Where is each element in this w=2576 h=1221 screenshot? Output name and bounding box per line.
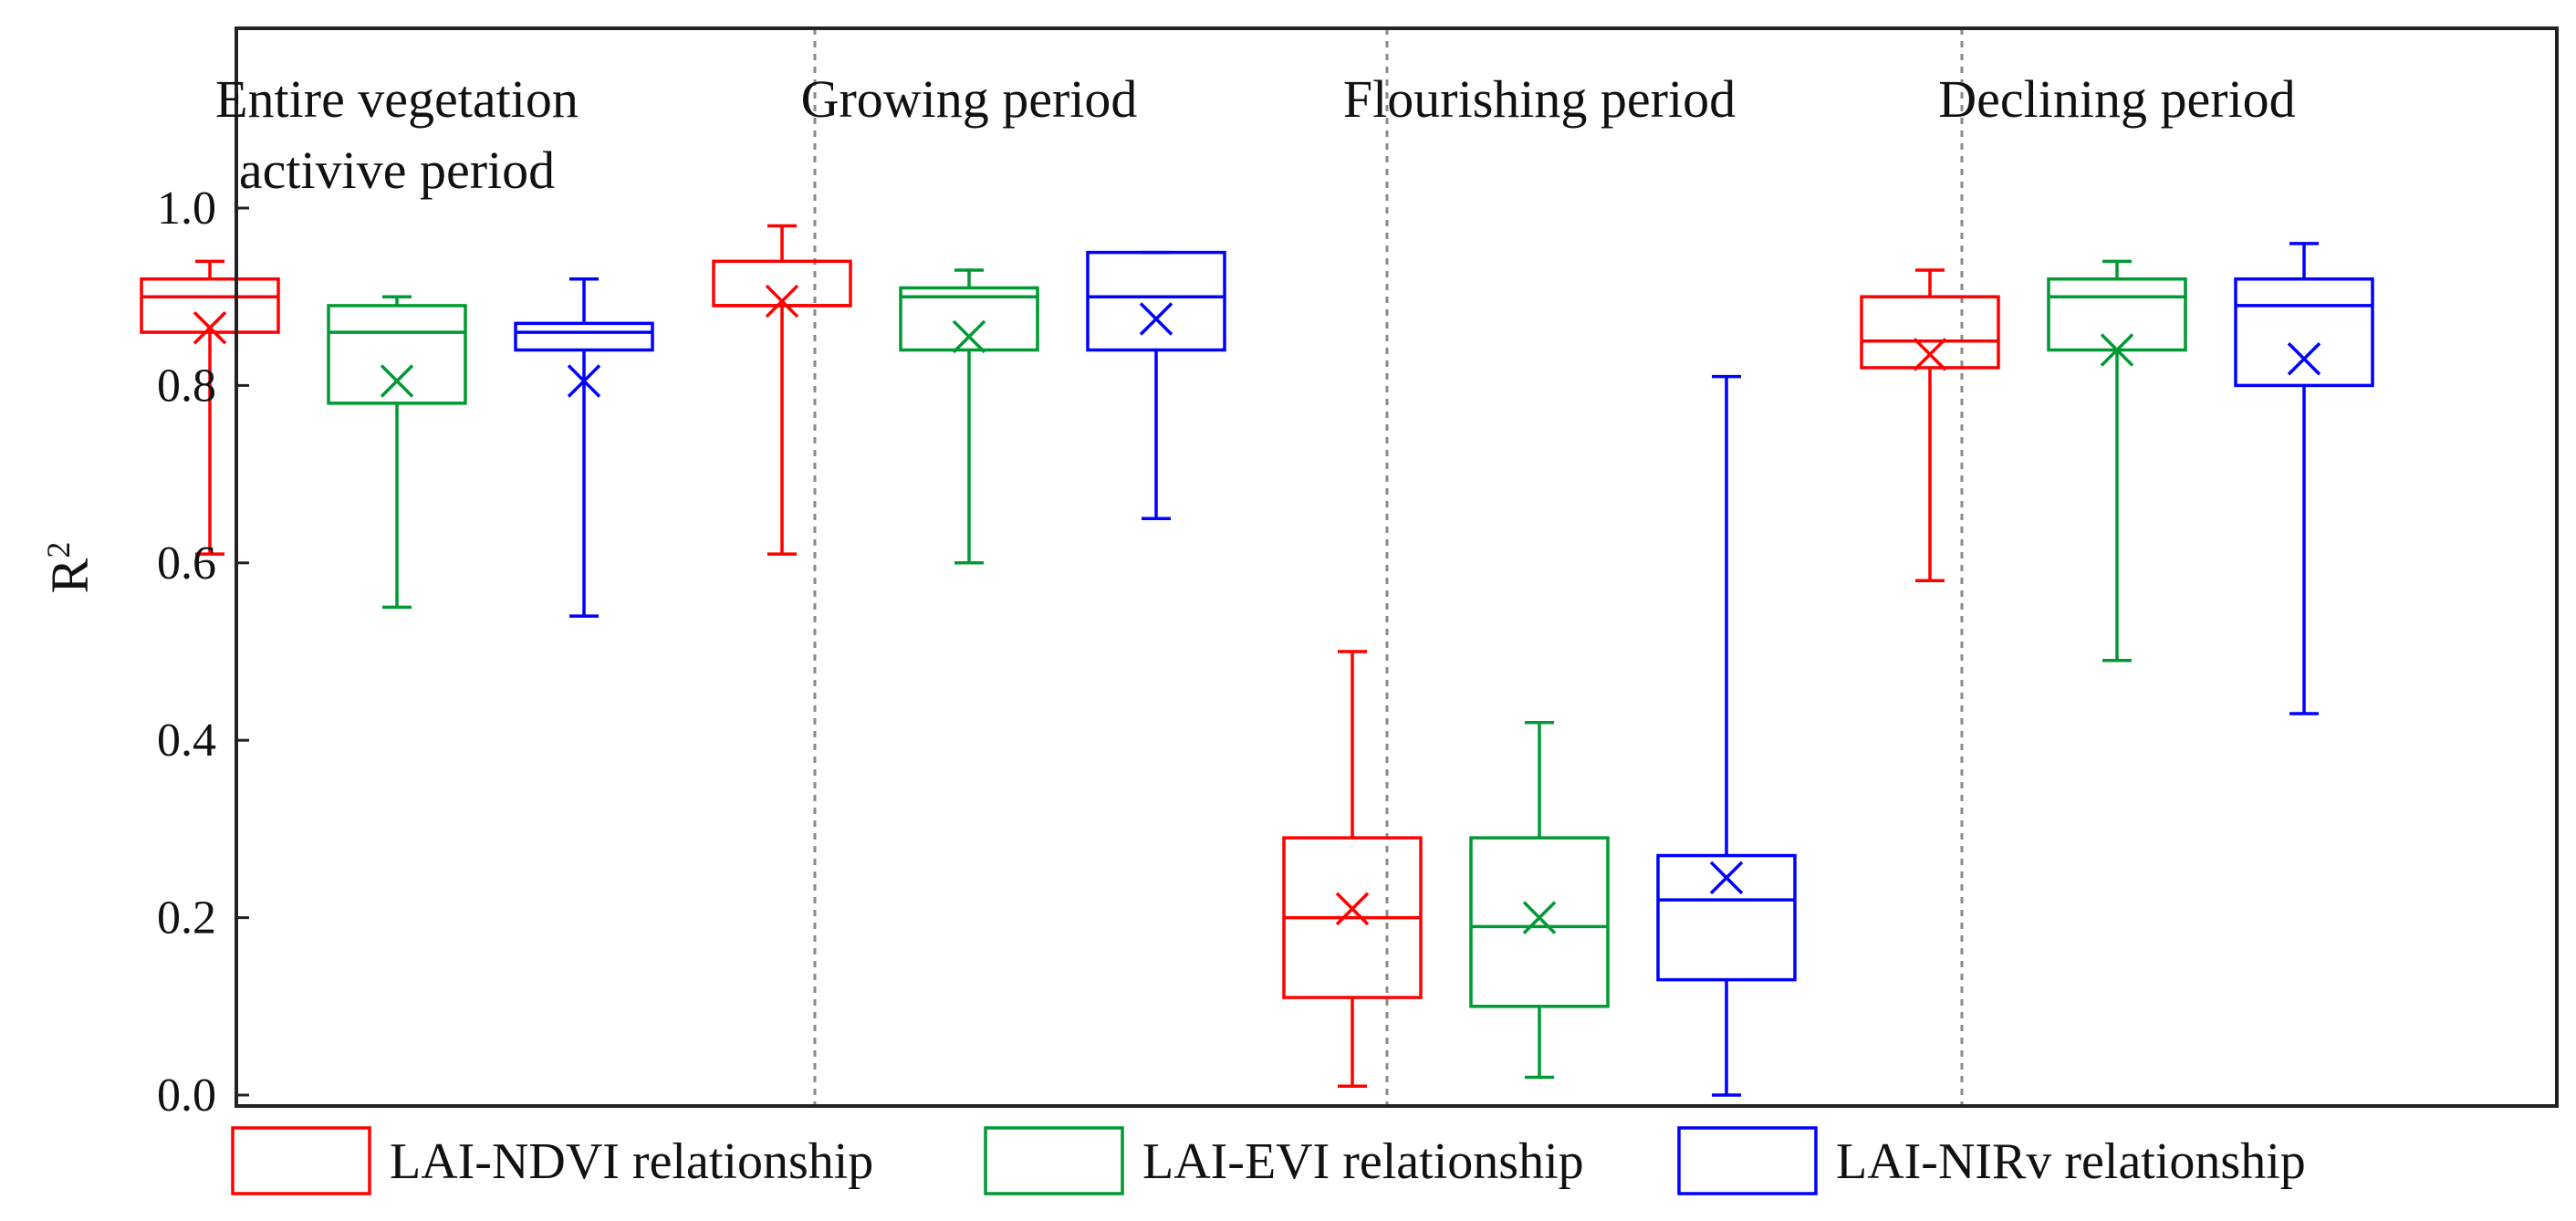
legend-label: LAI-NDVI relationship	[390, 1133, 873, 1190]
mean-marker	[1139, 302, 1173, 336]
legend-label: LAI-EVI relationship	[1142, 1133, 1584, 1190]
y-tick-label: 1.0	[157, 183, 216, 235]
box-iqr	[1086, 250, 1226, 352]
period-separators	[813, 28, 1964, 1106]
period-title: Entire vegetation	[215, 69, 579, 129]
box-iqr	[1860, 295, 2000, 370]
mean-marker	[380, 364, 414, 398]
box-iqr	[1469, 836, 1610, 1008]
box-iqr	[327, 304, 467, 405]
mean-marker	[765, 284, 799, 318]
y-axis-title-superscript: 2	[40, 542, 77, 558]
mean-marker	[1335, 892, 1370, 926]
mean-marker	[567, 364, 601, 398]
box-lai-evi-relationship-3	[1469, 721, 1610, 1080]
y-tick-label: 0.8	[157, 360, 216, 412]
box-lai-nirv-relationship-4	[2234, 242, 2374, 715]
y-axis-title: R2	[40, 542, 99, 594]
box-iqr	[514, 321, 654, 352]
legend-swatch	[1677, 1126, 1818, 1195]
y-axis-label: R2	[40, 542, 99, 594]
y-tick-label: 0.4	[157, 715, 216, 767]
box-iqr	[2234, 277, 2374, 388]
legend-item: LAI-EVI relationship	[984, 1126, 1584, 1195]
box-iqr	[140, 277, 280, 334]
mean-marker	[1522, 901, 1557, 934]
legend-label: LAI-NIRv relationship	[1836, 1133, 2306, 1190]
period-title: Growing period	[801, 69, 1138, 129]
box-iqr	[1656, 853, 1797, 982]
box-plot-marks	[140, 224, 2374, 1097]
y-tick-label: 0.0	[157, 1070, 216, 1122]
period-title: Flourishing period	[1343, 69, 1736, 129]
legend: LAI-NDVI relationship LAI-EVI relationshi…	[231, 1126, 2306, 1195]
box-lai-ndvi-relationship-3	[1282, 650, 1423, 1089]
box-lai-nirv-relationship-2	[1086, 250, 1226, 520]
box-lai-evi-relationship-2	[899, 268, 1039, 565]
y-tick-label: 0.2	[157, 892, 216, 944]
mean-marker	[1913, 338, 1947, 371]
mean-marker	[952, 319, 986, 354]
box-lai-evi-relationship-4	[2047, 259, 2187, 663]
box-lai-evi-relationship-1	[327, 295, 467, 610]
y-tick-label: 0.6	[157, 537, 216, 590]
box-iqr	[899, 286, 1039, 352]
box-iqr	[2047, 277, 2187, 352]
period-titles: Entire vegetation activive period Growing …	[215, 69, 2296, 200]
legend-swatch	[231, 1126, 371, 1195]
mean-marker	[2100, 333, 2134, 367]
y-axis: 0.0 0.2 0.4 0.6 0.8 1.0	[157, 183, 249, 1122]
period-title: Declining period	[1938, 69, 2295, 129]
box-lai-nirv-relationship-1	[514, 277, 654, 618]
box-lai-nirv-relationship-3	[1656, 374, 1797, 1097]
mean-marker	[193, 310, 227, 345]
box-lai-ndvi-relationship-1	[140, 259, 280, 556]
legend-swatch	[984, 1126, 1124, 1195]
legend-item: LAI-NDVI relationship	[231, 1126, 873, 1195]
box-lai-ndvi-relationship-2	[712, 224, 852, 556]
mean-marker	[1709, 861, 1744, 895]
plot-area-border	[235, 26, 2559, 1108]
mean-marker	[2287, 342, 2321, 376]
plot-frame	[235, 26, 2559, 1108]
y-axis-title-main: R	[40, 558, 99, 593]
box-lai-ndvi-relationship-4	[1860, 268, 2000, 582]
period-title: activive period	[239, 141, 555, 200]
legend-item: LAI-NIRv relationship	[1677, 1126, 2306, 1195]
